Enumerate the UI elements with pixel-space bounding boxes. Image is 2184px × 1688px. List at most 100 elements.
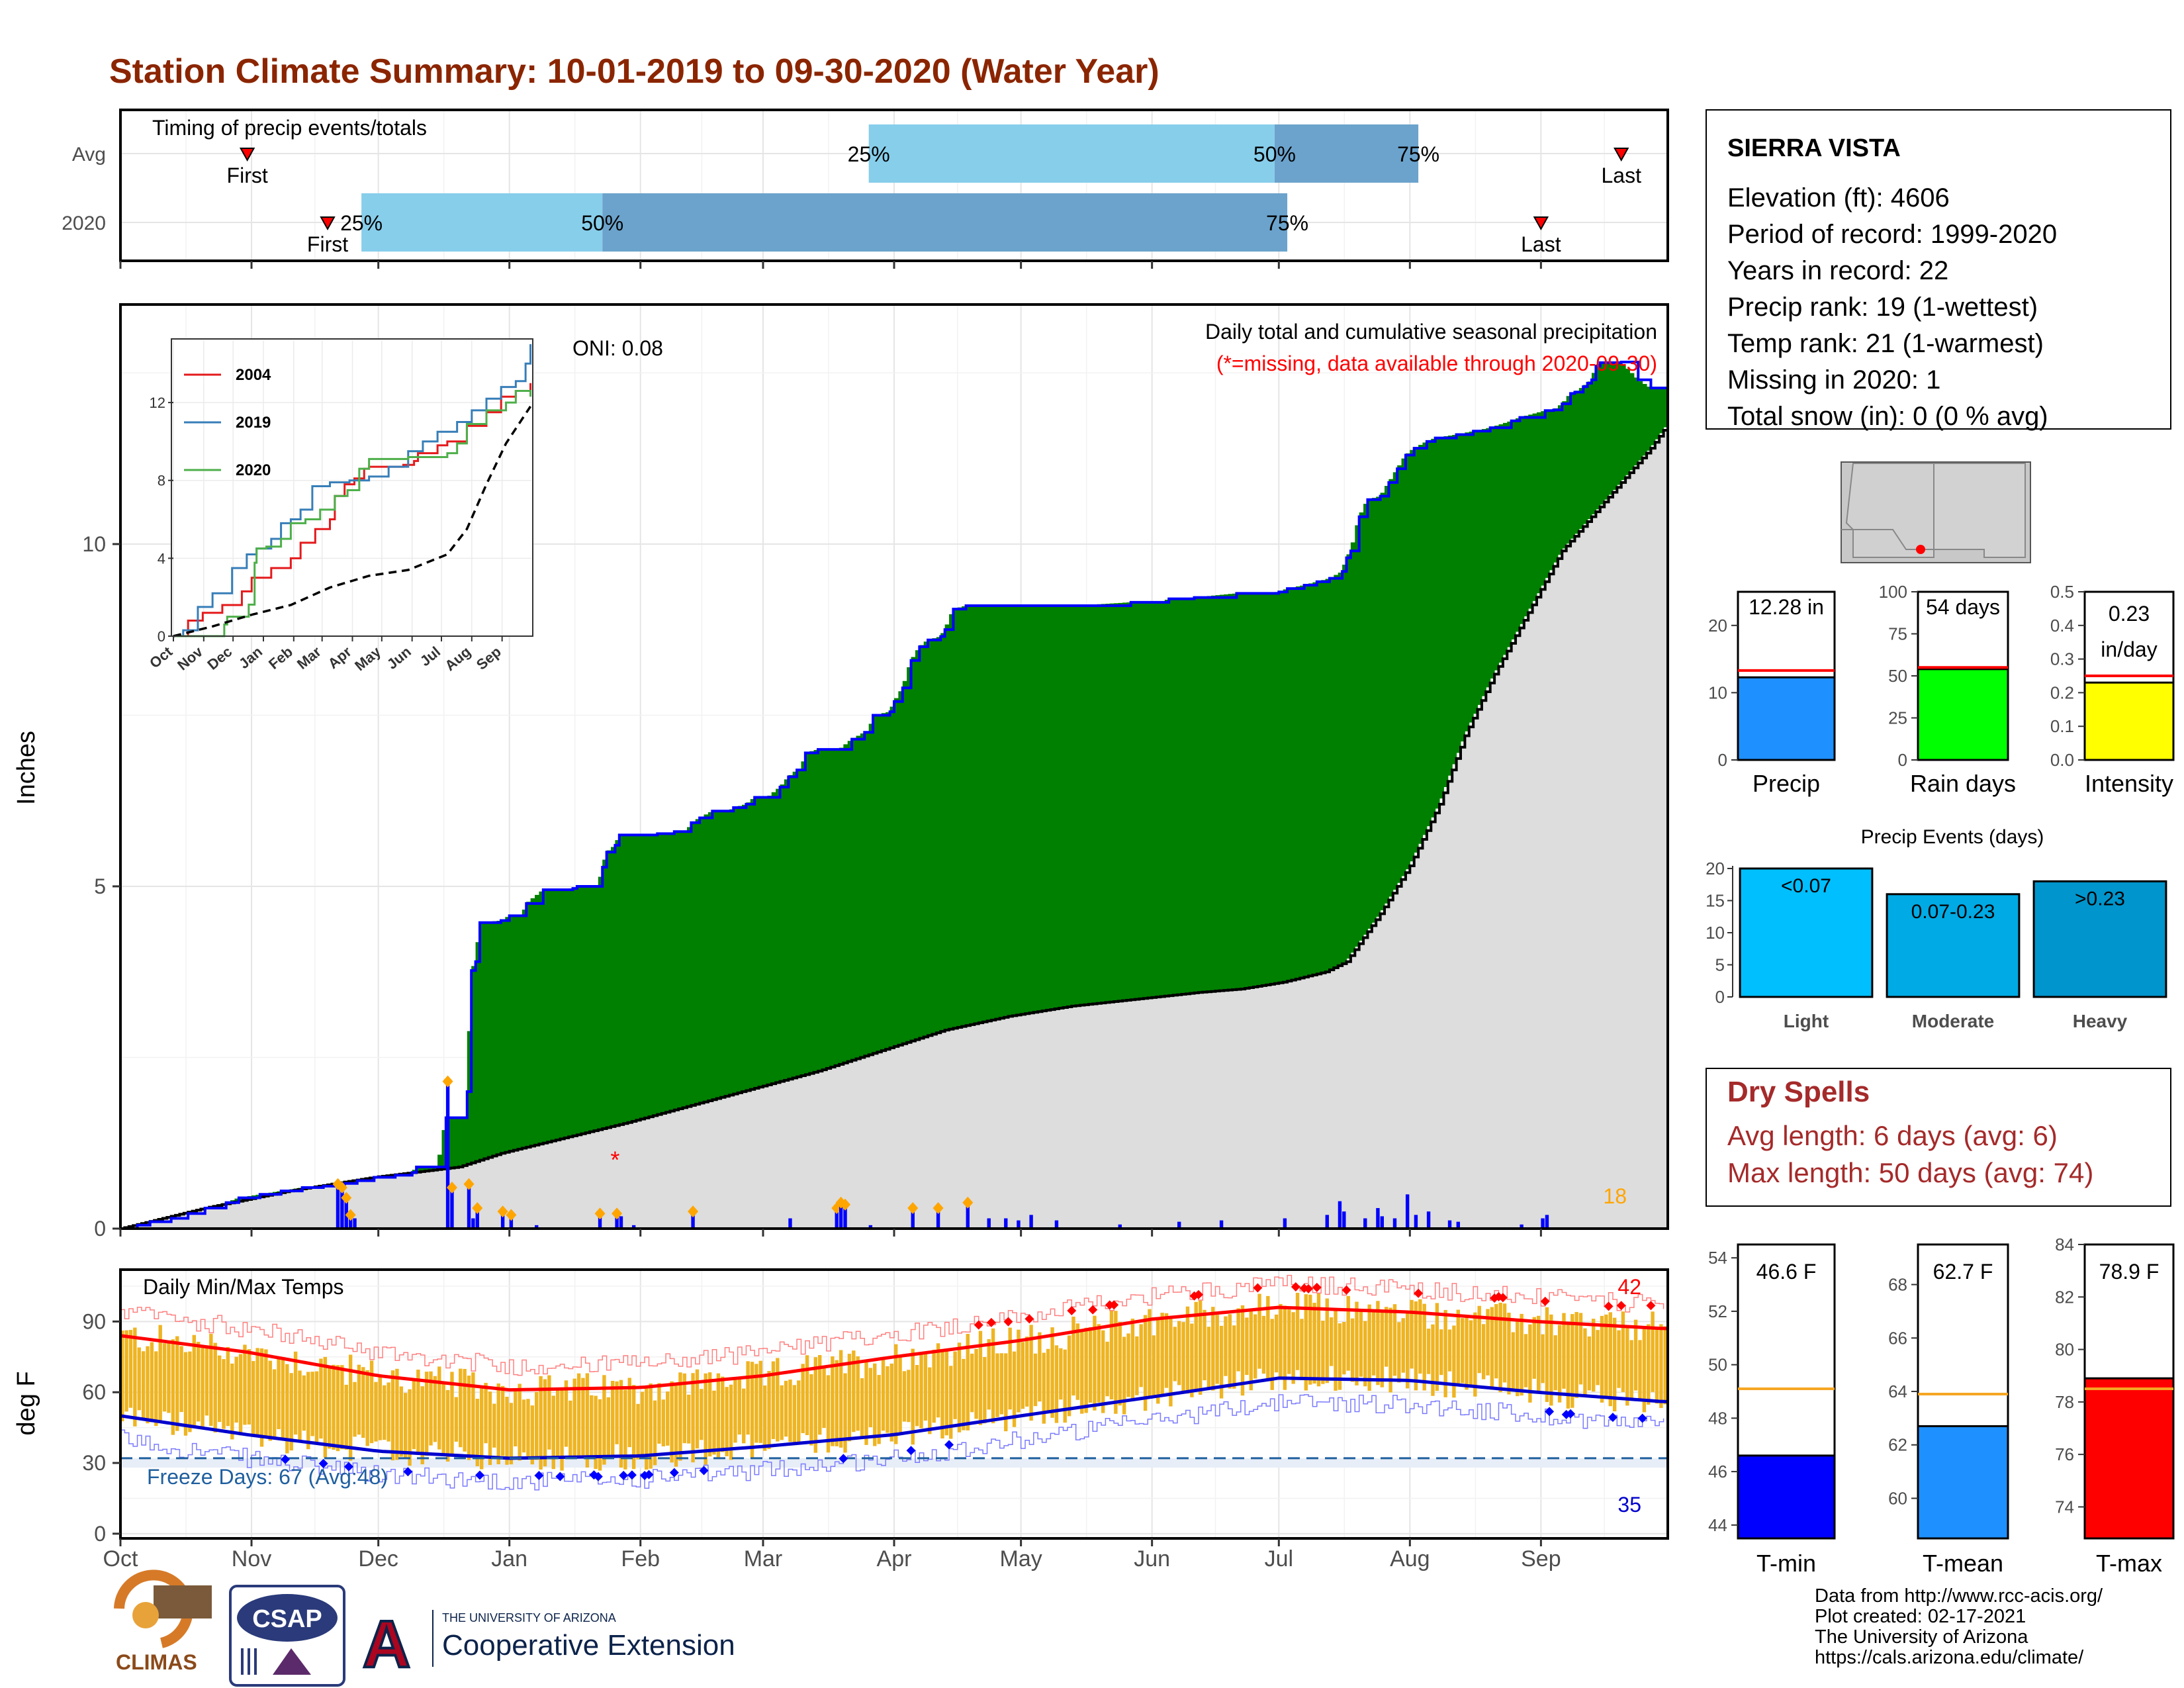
daily-temp-bar	[1629, 1340, 1633, 1401]
events-category-label: Heavy	[2073, 1011, 2128, 1031]
daily-temp-bar	[733, 1378, 737, 1443]
hot-day-marker	[1342, 1285, 1351, 1295]
daily-temp-bar	[314, 1371, 319, 1443]
daily-temp-bar	[500, 1385, 505, 1456]
daily-temp-bar	[1553, 1335, 1557, 1391]
daily-temp-bar	[1206, 1327, 1211, 1388]
daily-temp-bar	[505, 1397, 509, 1465]
daily-temp-bar	[340, 1365, 344, 1450]
station-precip-rank: Precip rank: 19 (1-wettest)	[1727, 293, 2038, 322]
daily-temp-bar	[420, 1386, 424, 1465]
gauge-y-tick-label: 50	[1888, 666, 1907, 686]
x-tick-label: May	[1000, 1546, 1042, 1571]
daily-temp-bar	[649, 1383, 653, 1469]
daily-temp-bar	[416, 1370, 420, 1456]
gauge-x-label: T-min	[1756, 1550, 1816, 1577]
daily-temp-bar	[712, 1390, 716, 1455]
daily-precip-bar	[336, 1184, 340, 1229]
daily-temp-bar	[707, 1372, 712, 1457]
timing-row-label-2020: 2020	[62, 212, 106, 234]
daily-precip-bar	[1392, 1218, 1397, 1229]
daily-temp-bar	[1181, 1322, 1185, 1392]
daily-temp-bar	[1130, 1318, 1135, 1401]
daily-temp-bar	[966, 1333, 970, 1430]
y-tick-label: 0	[94, 1522, 106, 1546]
daily-temp-bar	[154, 1351, 158, 1427]
daily-precip-bar	[1520, 1224, 1524, 1229]
tmin-avg-line	[120, 1376, 1668, 1460]
daily-temp-bar	[319, 1358, 323, 1439]
daily-temp-bar	[1612, 1317, 1617, 1412]
gauge-bar	[1737, 676, 1836, 761]
daily-precip-bar	[1447, 1220, 1452, 1229]
daily-temp-bar	[1367, 1304, 1371, 1391]
daily-temp-bar	[666, 1391, 670, 1446]
daily-temp-bar	[1532, 1317, 1536, 1379]
precip-subtitle: Daily total and cumulative seasonal prec…	[1205, 320, 1657, 344]
gauge-y-tick-label: 0.2	[2050, 682, 2074, 702]
daily-temp-bar	[1059, 1348, 1063, 1400]
daily-temp-bar	[1334, 1307, 1338, 1391]
daily-temp-bar	[598, 1399, 602, 1471]
cold-day-marker	[1608, 1413, 1617, 1423]
cold-day-marker	[627, 1470, 637, 1480]
hot-day-marker	[1312, 1282, 1322, 1292]
daily-temp-bar	[1625, 1327, 1629, 1406]
precip-x-axis	[119, 1229, 1542, 1237]
daily-temp-bar	[1224, 1316, 1228, 1376]
gauge-bar	[1737, 1454, 1836, 1540]
daily-temp-bar	[1118, 1321, 1122, 1406]
daily-temp-bar	[479, 1388, 484, 1470]
daily-temp-bar	[1071, 1316, 1075, 1396]
daily-temp-bar	[886, 1366, 889, 1433]
daily-temp-bar	[940, 1349, 944, 1439]
daily-temp-bar	[1549, 1314, 1553, 1406]
gauge-y-tick-label: 62	[1888, 1435, 1907, 1455]
gauge-y-tick-label: 0.3	[2050, 649, 2074, 669]
daily-temp-bar	[1126, 1333, 1130, 1397]
timing-panel: Timing of precip events/totals 25% 50% 75%…	[62, 109, 1669, 269]
daily-temp-bar	[298, 1370, 302, 1442]
daily-temp-bar	[801, 1364, 805, 1434]
precip-panel: 0 5 10 Inches ONI: 0.08 Daily total and cu…	[13, 303, 1669, 1241]
daily-temp-bar	[459, 1368, 463, 1448]
locator-map	[1841, 461, 2031, 563]
x-tick-label: Jul	[1265, 1546, 1293, 1571]
daily-temp-bar	[1608, 1312, 1612, 1407]
daily-temp-bar	[695, 1369, 700, 1449]
daily-temp-bar	[1240, 1305, 1245, 1396]
cold-day-marker	[318, 1458, 328, 1468]
daily-temp-bar	[725, 1387, 729, 1456]
daily-temp-bar	[496, 1383, 500, 1465]
daily-temp-bar	[128, 1330, 133, 1408]
daily-temp-bar	[1295, 1292, 1300, 1370]
daily-temp-bar	[408, 1389, 412, 1466]
daily-temp-bar	[1465, 1317, 1469, 1390]
daily-temp-bar	[784, 1380, 788, 1437]
daily-temp-bar	[1536, 1315, 1541, 1393]
daily-temp-bar	[1152, 1335, 1156, 1395]
daily-temp-bar	[133, 1327, 137, 1427]
gauge-bar	[2083, 681, 2175, 761]
daily-temp-bar	[868, 1368, 873, 1427]
daily-temp-bar	[797, 1380, 801, 1443]
station-elevation: Elevation (ft): 4606	[1727, 183, 1950, 212]
daily-temp-bar	[1596, 1330, 1600, 1385]
daily-temp-bar	[1185, 1306, 1190, 1394]
daily-temp-bar	[332, 1364, 336, 1450]
daily-temp-bar	[277, 1356, 281, 1429]
event-diamond	[594, 1207, 606, 1220]
daily-temp-bar	[1308, 1294, 1312, 1385]
gauge-value-label: 12.28 in	[1749, 595, 1824, 619]
daily-precip-bar	[1376, 1207, 1380, 1229]
daily-temp-bar	[1494, 1303, 1498, 1379]
daily-temp-bar	[999, 1353, 1004, 1415]
daily-precip-bar	[936, 1207, 940, 1229]
timing-row-label-avg: Avg	[72, 144, 106, 165]
daily-temp-bar	[1253, 1314, 1257, 1379]
daily-temp-bar	[860, 1378, 864, 1438]
precip-events-title: Precip Events (days)	[1861, 826, 2044, 848]
daily-temp-bar	[907, 1370, 911, 1423]
daily-temp-bar	[1160, 1313, 1164, 1395]
daily-temp-bar	[1456, 1309, 1460, 1384]
